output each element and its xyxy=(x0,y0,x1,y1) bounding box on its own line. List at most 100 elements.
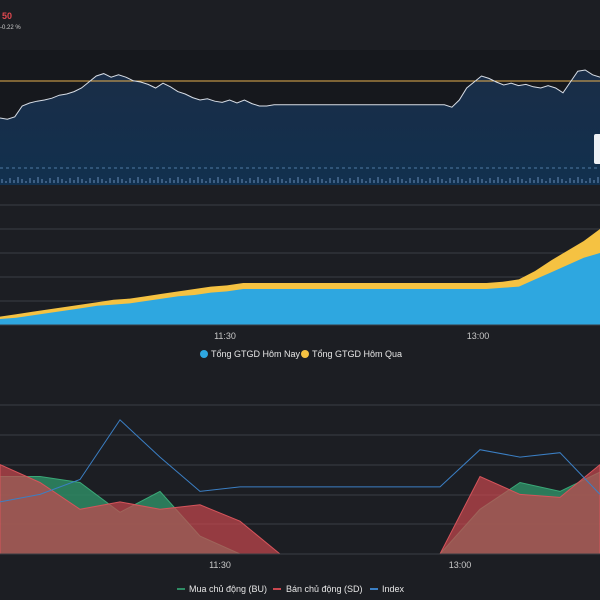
volume-bar xyxy=(521,179,523,183)
price-tooltip-handle[interactable] xyxy=(594,134,600,164)
volume-bar xyxy=(573,180,575,183)
volume-bar xyxy=(505,181,507,183)
volume-bar xyxy=(249,178,251,183)
legend-today-marker[interactable] xyxy=(200,350,208,358)
volume-bar xyxy=(9,178,11,183)
volume-bar xyxy=(41,179,43,183)
volume-bar xyxy=(37,177,39,183)
volume-bar xyxy=(289,178,291,183)
volume-bar xyxy=(257,177,259,183)
legend-buy-label[interactable]: Mua chủ động (BU) xyxy=(189,584,267,594)
legend-today-label[interactable]: Tổng GTGD Hôm Nay xyxy=(211,349,301,359)
legend-index-label[interactable]: Index xyxy=(382,584,405,594)
volume-bar xyxy=(129,178,131,183)
volume-bar xyxy=(377,177,379,183)
volume-bar xyxy=(325,181,327,183)
volume-bar xyxy=(105,181,107,183)
volume-bar xyxy=(497,177,499,183)
volume-bar xyxy=(333,180,335,183)
volume-bar xyxy=(525,181,527,183)
volume-bar xyxy=(113,180,115,183)
volume-bar xyxy=(241,179,243,183)
price-change-readout: -0.22 % xyxy=(0,25,21,31)
volume-bar xyxy=(417,177,419,183)
volume-bar xyxy=(57,177,59,183)
volume-bar xyxy=(557,177,559,183)
volume-bar xyxy=(357,177,359,183)
volume-bar xyxy=(473,180,475,183)
volume-bar xyxy=(5,181,7,183)
volume-bar xyxy=(77,177,79,183)
volume-bar xyxy=(457,177,459,183)
legend-yesterday-label[interactable]: Tổng GTGD Hôm Qua xyxy=(312,349,402,359)
value-x-tick-1130: 11:30 xyxy=(214,331,236,341)
legend-sell-label[interactable]: Bán chủ động (SD) xyxy=(286,584,363,594)
volume-bar xyxy=(321,179,323,183)
volume-bar xyxy=(261,179,263,183)
volume-bar xyxy=(53,180,55,183)
price-line xyxy=(0,69,600,120)
volume-bar xyxy=(137,177,139,183)
volume-bars xyxy=(1,177,599,183)
volume-bar xyxy=(209,178,211,183)
volume-bar xyxy=(153,180,155,183)
volume-bar xyxy=(145,181,147,183)
volume-bar xyxy=(301,179,303,183)
volume-bar xyxy=(49,178,51,183)
legend-yesterday-marker[interactable] xyxy=(301,350,309,358)
volume-bar xyxy=(485,181,487,183)
volume-bar xyxy=(233,180,235,183)
volume-bar xyxy=(93,180,95,183)
volume-bar xyxy=(461,179,463,183)
volume-bar xyxy=(85,181,87,183)
volume-bar xyxy=(493,180,495,183)
volume-bar xyxy=(341,179,343,183)
volume-bar xyxy=(337,177,339,183)
flow-legend: Mua chủ động (BU) Bán chủ động (SD) Inde… xyxy=(177,584,405,594)
volume-bar xyxy=(265,181,267,183)
volume-bar xyxy=(281,179,283,183)
volume-bar xyxy=(13,180,15,183)
index-line xyxy=(0,419,600,503)
volume-bar xyxy=(589,178,591,183)
volume-bar xyxy=(309,178,311,183)
volume-bar xyxy=(81,179,83,183)
volume-bar xyxy=(413,180,415,183)
volume-bar xyxy=(513,180,515,183)
volume-bar xyxy=(149,178,151,183)
volume-bar xyxy=(69,178,71,183)
volume-bar xyxy=(65,181,67,183)
volume-bar xyxy=(581,179,583,183)
volume-bar xyxy=(169,178,171,183)
volume-bar xyxy=(517,177,519,183)
volume-bar xyxy=(189,178,191,183)
volume-bar xyxy=(125,181,127,183)
volume-bar xyxy=(533,180,535,183)
volume-bar xyxy=(449,178,451,183)
price-area-fill xyxy=(0,70,600,185)
volume-bar xyxy=(381,179,383,183)
volume-bar xyxy=(61,179,63,183)
volume-bar xyxy=(237,177,239,183)
volume-bar xyxy=(441,179,443,183)
volume-bar xyxy=(297,177,299,183)
volume-bar xyxy=(121,179,123,183)
volume-bar xyxy=(561,179,563,183)
volume-bar xyxy=(45,181,47,183)
volume-bar xyxy=(1,179,3,183)
volume-bar xyxy=(553,180,555,183)
volume-bar xyxy=(305,181,307,183)
volume-bar xyxy=(453,180,455,183)
volume-bar xyxy=(373,180,375,183)
volume-bar xyxy=(361,179,363,183)
volume-bar xyxy=(253,180,255,183)
volume-bar xyxy=(365,181,367,183)
volume-bar xyxy=(433,180,435,183)
volume-bar xyxy=(217,177,219,183)
volume-bar xyxy=(245,181,247,183)
volume-bar xyxy=(161,179,163,183)
volume-bar xyxy=(401,179,403,183)
volume-bar xyxy=(29,178,31,183)
volume-bar xyxy=(465,181,467,183)
